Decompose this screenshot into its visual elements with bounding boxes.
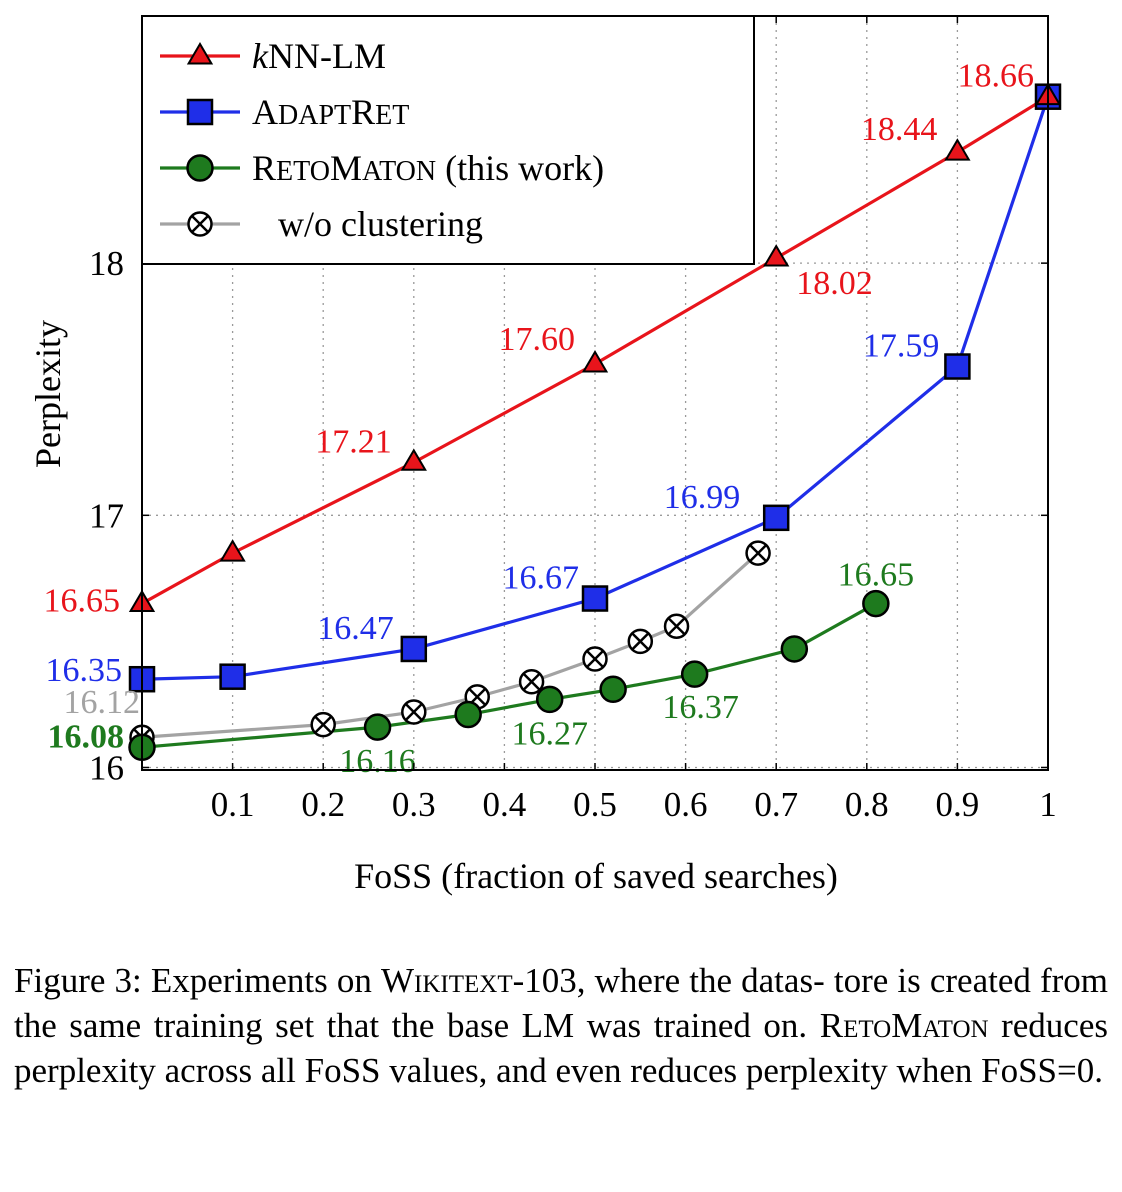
data-point [535,685,564,714]
figure-caption: Figure 3: Experiments on Wikitext-103, w… [14,958,1108,1093]
data-point [762,504,790,532]
x-tick-label: 1 [1039,785,1057,824]
axis-ticks: 0.1 0.2 0.3 0.4 0.5 0.6 0.7 0.8 0.9 1 16 17 18 [89,16,1057,824]
x-tick-label: 0.6 [664,785,708,824]
data-label: 18.66 [958,58,1035,95]
legend-marker [186,98,214,126]
data-point [680,660,709,688]
data-point [219,663,246,690]
y-tick-label: 17 [89,496,124,535]
data-point [763,244,790,267]
legend-marker [186,42,214,65]
x-tick-label: 0.4 [483,785,527,824]
data-point [219,539,246,562]
data-point [518,668,545,695]
x-tick-label: 0.2 [301,785,345,824]
caption-text-3a: was trained on. [586,1006,808,1045]
data-point [944,138,971,161]
caption-text-1a: Experiments on [150,961,372,1000]
legend-entry: w/o clustering [278,204,483,244]
data-point [581,350,609,373]
series-line [141,602,877,749]
legend-marker [186,154,214,182]
data-point [363,713,392,741]
data-label: 16.16 [339,743,416,780]
data-label: 17.59 [863,328,940,365]
caption-text-4: FoSS values, and even reduces perplexity… [304,1051,1103,1090]
data-label: 17.21 [315,423,392,460]
data-point [454,700,482,729]
data-label: 18.44 [861,111,938,148]
caption-method-name: RetoMaton [819,1006,989,1045]
data-point [400,448,427,471]
x-tick-label: 0.5 [573,785,617,824]
legend-entry: ADAPTRET [252,92,409,132]
data-label: 16.08 [48,718,125,755]
x-tick-label: 0.1 [211,785,255,824]
x-axis-label: FoSS (fraction of saved searches) [354,856,838,896]
caption-dataset-name: Wikitext [381,961,513,1000]
caption-text-1b: -103, where the datas- [512,961,825,1000]
caption-text-2: tore is created from the same training s… [14,961,1109,1045]
data-point [745,540,771,566]
data-label: 16.37 [662,689,739,726]
data-label: 17.60 [499,321,576,358]
data-point [944,353,971,380]
data-label: 16.65 [44,583,121,620]
data-label: 16.65 [838,557,915,594]
data-label: 16.99 [664,479,741,516]
perplexity-line-chart: 16.65 17.21 17.60 18.02 18.44 18.66 16.35 16.47… [28,15,1062,896]
data-label: 16.35 [46,652,123,689]
data-point [663,613,690,640]
data-label: 16.47 [317,610,394,647]
x-tick-label: 0.8 [845,785,889,824]
data-point [310,711,336,738]
data-point [780,635,809,663]
data-point [401,699,427,725]
y-tick-label: 16 [89,748,124,787]
legend-entry: kNN-LM [252,36,386,76]
legend-marker [187,211,213,237]
caption-text-3b: reduces perplexity across all [14,1006,1108,1090]
data-label: 18.02 [796,265,873,302]
data-point [581,585,609,612]
data-label: 16.12 [64,684,141,721]
x-tick-label: 0.3 [392,785,436,824]
data-point [599,675,627,704]
caption-figure-label: Figure 3: [14,961,142,1000]
data-label: 16.27 [511,715,588,752]
legend: kNN-LM ADAPTRET RETOMATON (this work) w/o c… [141,15,755,265]
data-point [582,646,608,672]
y-tick-label: 18 [89,244,124,283]
point-labels: 16.65 17.21 17.60 18.02 18.44 18.66 16.35 16.47… [44,58,1035,780]
data-point [862,589,890,618]
x-tick-label: 0.9 [936,785,980,824]
legend-entry: RETOMATON (this work) [252,148,604,188]
y-axis-label: Perplexity [28,320,68,468]
x-tick-label: 0.7 [754,785,798,824]
legend-box [141,15,755,265]
data-point [627,628,654,655]
data-label: 16.67 [503,560,580,597]
data-point [400,635,428,663]
